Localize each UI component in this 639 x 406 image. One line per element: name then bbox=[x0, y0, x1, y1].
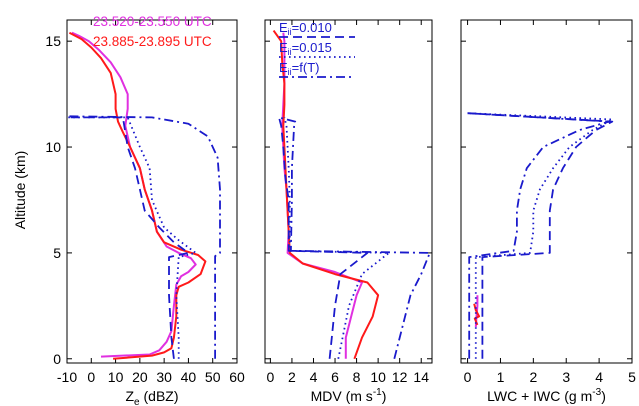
x-tick-label: 1 bbox=[497, 369, 505, 385]
series-line-dashdot bbox=[467, 112, 610, 359]
plot-frame bbox=[66, 19, 238, 364]
x-tick-label: 4 bbox=[595, 369, 603, 385]
x-tick-label: 60 bbox=[229, 369, 245, 385]
x-tick-label: 0 bbox=[266, 369, 274, 385]
x-axis-label-sup: -3 bbox=[592, 387, 601, 398]
x-tick-label: 40 bbox=[181, 369, 197, 385]
legend-entry: 23.520-23.550 UTC bbox=[93, 14, 212, 29]
x-tick-label: 10 bbox=[108, 369, 124, 385]
x-axis-label: MDV (m s-1) bbox=[311, 387, 387, 404]
x-axis-label: LWC + IWC (g m-3) bbox=[487, 387, 606, 404]
y-tick-label: 5 bbox=[53, 245, 61, 261]
x-tick-label: 10 bbox=[370, 369, 386, 385]
legend-entry-main: E bbox=[279, 20, 288, 35]
series-line-dotted bbox=[467, 112, 614, 359]
legend-entry-sub: ii bbox=[288, 47, 292, 57]
series-line-dashdot bbox=[278, 116, 431, 360]
legend-entry-main: E bbox=[279, 60, 288, 75]
x-axis-label-main: Z bbox=[125, 388, 134, 404]
x-tick-label: 8 bbox=[353, 369, 361, 385]
x-axis-label-rest: ) bbox=[382, 388, 387, 404]
legend-entry: Eii=0.010 bbox=[279, 20, 332, 37]
legend-entry-rest: =0.010 bbox=[292, 20, 332, 35]
series-line-dashdot bbox=[67, 115, 221, 359]
x-tick-label: -10 bbox=[57, 369, 77, 385]
series-line-dashed bbox=[67, 116, 190, 359]
series-line-dashed bbox=[467, 112, 614, 359]
y-axis-label: Altitude (km) bbox=[12, 151, 28, 230]
x-axis-label-rest: (dBZ) bbox=[140, 388, 179, 404]
x-tick-label: 20 bbox=[132, 369, 148, 385]
x-tick-label: 30 bbox=[156, 369, 172, 385]
legend-entry: Eii=f(T) bbox=[279, 60, 319, 77]
x-axis-label-rest: ) bbox=[601, 388, 606, 404]
y-tick-label: 15 bbox=[45, 33, 61, 49]
legend-entry: Eii=0.015 bbox=[279, 40, 332, 57]
legend-entry-sub: ii bbox=[288, 67, 292, 77]
x-tick-label: 12 bbox=[392, 369, 408, 385]
x-axis-label-sup: -1 bbox=[373, 387, 382, 398]
x-tick-label: 14 bbox=[413, 369, 429, 385]
legend-entry-rest: =f(T) bbox=[292, 60, 320, 75]
panel-3: 0 1 2 3 4 5 LWC + IWC (g m-3) bbox=[460, 19, 636, 404]
x-tick-label: 0 bbox=[87, 369, 95, 385]
x-tick-label: 50 bbox=[205, 369, 221, 385]
series-line-dashed bbox=[278, 117, 369, 359]
plot-frame bbox=[264, 19, 433, 364]
series-group bbox=[67, 31, 221, 360]
x-tick-label: 0 bbox=[464, 369, 472, 385]
series-group bbox=[467, 112, 614, 359]
legend-entry: 23.885-23.895 UTC bbox=[93, 34, 212, 49]
x-tick-label: 3 bbox=[562, 369, 570, 385]
y-tick-label: 0 bbox=[53, 351, 61, 367]
x-axis-label: Ze (dBZ) bbox=[125, 388, 178, 406]
legend-entry-rest: =0.015 bbox=[292, 40, 332, 55]
panel-1: -10 0 10 20 30 40 50 60 0 5 10 15 Ze (dBZ) 23.520-23.… bbox=[45, 14, 245, 406]
x-axis-label-main: LWC + IWC (g m bbox=[487, 388, 592, 404]
legend-entry-sub: ii bbox=[288, 27, 292, 37]
x-axis-label-sub: e bbox=[134, 397, 140, 406]
series-line-dotted bbox=[67, 116, 197, 359]
x-tick-label: 2 bbox=[288, 369, 296, 385]
x-tick-label: 4 bbox=[310, 369, 318, 385]
legend-entry-main: E bbox=[279, 40, 288, 55]
y-tick-label: 10 bbox=[45, 139, 61, 155]
x-tick-label: 5 bbox=[628, 369, 636, 385]
series-line-solid bbox=[68, 31, 207, 360]
x-tick-label: 6 bbox=[331, 369, 339, 385]
plot-frame bbox=[460, 19, 633, 364]
x-axis-label-main: MDV (m s bbox=[311, 388, 373, 404]
x-tick-label: 2 bbox=[529, 369, 537, 385]
